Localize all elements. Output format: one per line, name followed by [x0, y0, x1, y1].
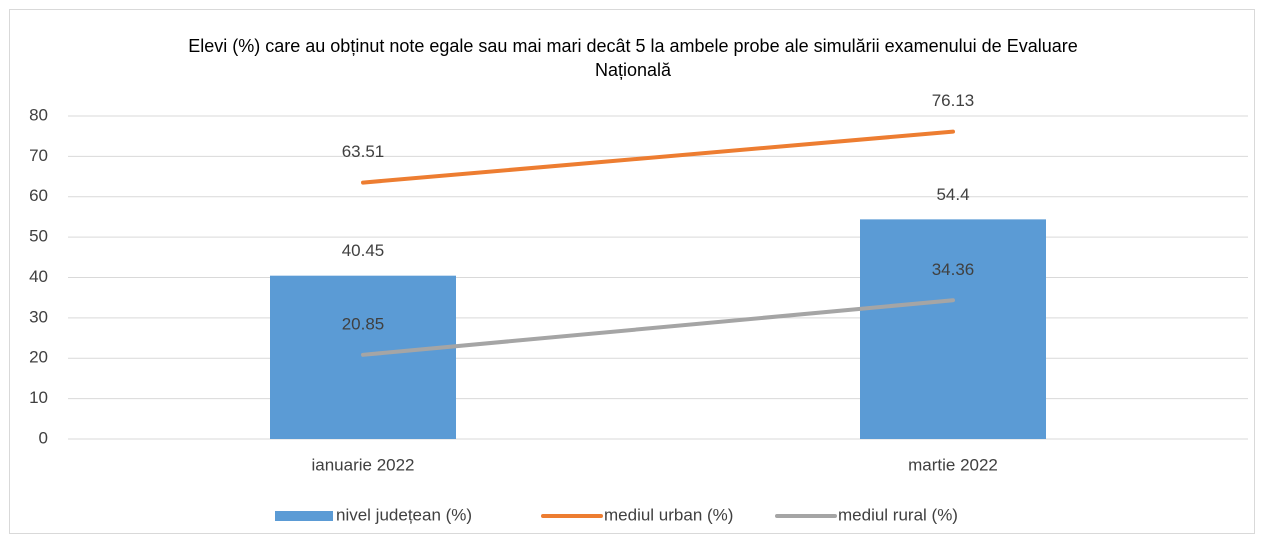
y-tick-label: 40	[29, 267, 48, 286]
y-tick-label: 70	[29, 146, 48, 165]
y-tick-label: 20	[29, 348, 48, 367]
y-tick-label: 80	[29, 105, 48, 124]
legend-label: nivel județean (%)	[336, 505, 472, 524]
chart-frame	[9, 9, 1255, 534]
data-label: 40.45	[342, 241, 385, 260]
bar	[270, 275, 456, 439]
data-label: 63.51	[342, 142, 385, 161]
data-label: 54.4	[936, 185, 969, 204]
y-tick-label: 60	[29, 186, 48, 205]
data-label: 34.36	[932, 260, 975, 279]
legend-label: mediul urban (%)	[604, 505, 733, 524]
data-label: 20.85	[342, 314, 385, 333]
x-tick-label: martie 2022	[908, 455, 998, 474]
line	[361, 129, 955, 185]
y-tick-label: 30	[29, 307, 48, 326]
line	[361, 298, 955, 357]
y-tick-label: 50	[29, 227, 48, 246]
chart-title: Elevi (%) care au obținut note egale sau…	[188, 36, 1078, 80]
bar	[860, 219, 1046, 439]
legend-swatch	[275, 511, 333, 521]
y-tick-label: 10	[29, 388, 48, 407]
x-tick-label: ianuarie 2022	[311, 455, 414, 474]
data-label: 76.13	[932, 91, 975, 110]
y-tick-label: 0	[39, 428, 48, 447]
legend-label: mediul rural (%)	[838, 505, 958, 524]
